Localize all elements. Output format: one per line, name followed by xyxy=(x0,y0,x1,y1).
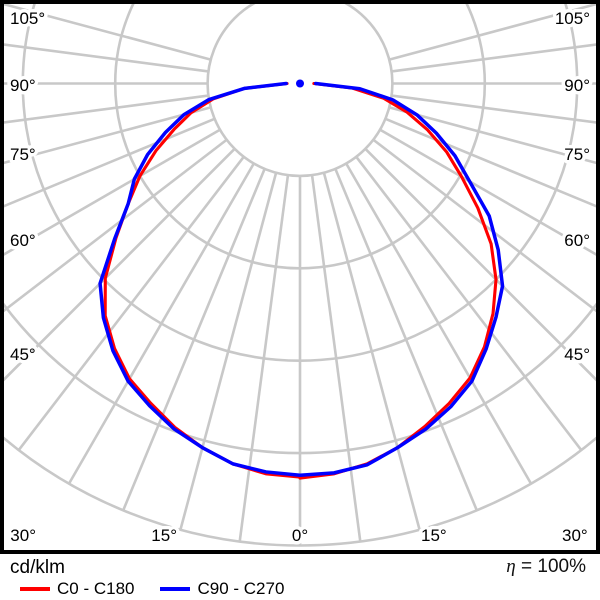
legend-swatch-c90-c270 xyxy=(160,587,191,591)
legend-label-c90-c270: C90 - C270 xyxy=(197,579,285,598)
grid-spoke xyxy=(388,106,596,165)
grid-spoke xyxy=(238,174,290,542)
angle-label: 105° xyxy=(10,9,45,28)
eta-value: = 100% xyxy=(521,556,586,577)
grid-spoke xyxy=(4,106,212,165)
grid-spoke xyxy=(310,174,362,542)
grid-spoke xyxy=(388,4,596,61)
grid-spoke xyxy=(179,172,278,531)
grid-spoke xyxy=(17,156,245,451)
grid-spoke xyxy=(4,138,228,313)
legend: cd/klm η = 100% C0 - C180 C90 - C270 xyxy=(0,554,600,600)
grid-spoke xyxy=(4,94,209,124)
grid-spoke xyxy=(372,138,596,313)
grid-spoke xyxy=(345,162,533,485)
angle-label: 0° xyxy=(292,526,308,545)
grid-spoke xyxy=(121,168,266,511)
grid-spoke xyxy=(334,168,479,511)
angle-label: 30° xyxy=(10,526,36,545)
angle-label: 75° xyxy=(10,145,36,164)
grid-spoke xyxy=(322,172,421,531)
grid-spoke xyxy=(4,4,212,61)
angle-label: 15° xyxy=(421,526,447,545)
grid-spoke xyxy=(4,128,221,256)
unit-label: cd/klm xyxy=(10,557,65,578)
angle-label: 90° xyxy=(564,76,590,95)
eta-symbol: η xyxy=(506,556,516,577)
efficiency-label: η = 100% xyxy=(506,556,586,578)
angle-label: 45° xyxy=(564,345,590,364)
angle-label: 30° xyxy=(562,526,588,545)
angle-label: 105° xyxy=(555,9,590,28)
legend-label-c0-c180: C0 - C180 xyxy=(57,579,135,598)
grid-spoke xyxy=(391,94,596,124)
angle-label: 15° xyxy=(151,526,177,545)
curve-c0-c180 xyxy=(103,81,498,480)
plot-frame xyxy=(0,0,600,554)
legend-items: C0 - C180 C90 - C270 xyxy=(20,579,310,599)
polar-photometric-diagram: 105° 90° 75° 60° 45° 105° 90° 75° 60° 45° 30° 15° 0°… xyxy=(0,0,600,554)
grid-spoke xyxy=(391,43,596,73)
angle-label: 60° xyxy=(564,231,590,250)
grid-spoke xyxy=(355,156,583,451)
plot-area xyxy=(4,4,596,547)
grid-spoke xyxy=(4,43,209,73)
polar-chart-canvas: 105° 90° 75° 60° 45° 105° 90° 75° 60° 45° 30° 15° 0°… xyxy=(0,0,600,554)
legend-swatch-c0-c180 xyxy=(20,587,50,591)
curve-c90-c270 xyxy=(98,81,505,478)
angle-label: 90° xyxy=(10,76,36,95)
angle-label: 45° xyxy=(10,345,36,364)
grid-spoke xyxy=(379,128,596,256)
angle-label: 60° xyxy=(10,231,36,250)
center-marker xyxy=(296,79,304,88)
angle-label: 75° xyxy=(564,145,590,164)
grid-spoke xyxy=(67,162,255,485)
